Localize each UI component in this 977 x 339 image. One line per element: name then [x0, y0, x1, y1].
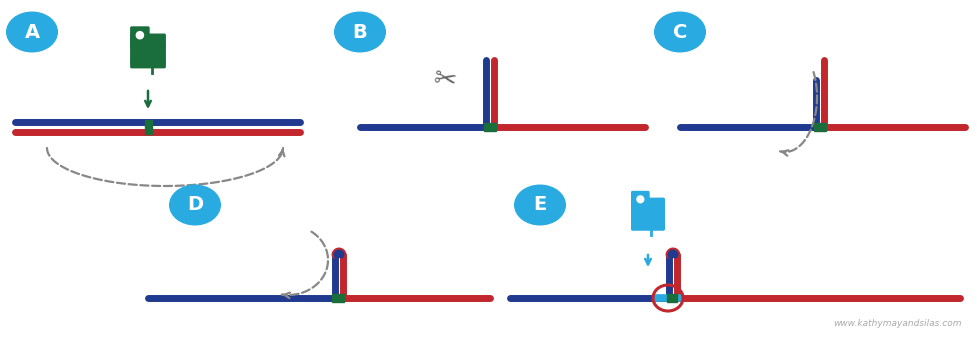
- Bar: [145, 120, 151, 134]
- Bar: [666, 294, 676, 302]
- Circle shape: [136, 32, 144, 39]
- Ellipse shape: [514, 185, 565, 225]
- Bar: [813, 123, 826, 131]
- Text: B: B: [353, 22, 367, 41]
- Bar: [331, 294, 344, 302]
- FancyBboxPatch shape: [131, 45, 165, 63]
- FancyBboxPatch shape: [131, 34, 165, 47]
- FancyBboxPatch shape: [631, 208, 663, 226]
- FancyBboxPatch shape: [131, 27, 149, 47]
- FancyBboxPatch shape: [631, 224, 663, 230]
- FancyBboxPatch shape: [131, 61, 165, 68]
- Bar: [484, 123, 495, 131]
- Text: C: C: [672, 22, 687, 41]
- Ellipse shape: [7, 12, 58, 52]
- Text: A: A: [24, 22, 39, 41]
- Ellipse shape: [654, 12, 704, 52]
- Text: E: E: [532, 196, 546, 215]
- FancyBboxPatch shape: [631, 198, 663, 211]
- Ellipse shape: [334, 12, 385, 52]
- Circle shape: [636, 196, 643, 203]
- Text: ✂: ✂: [431, 64, 458, 96]
- Ellipse shape: [170, 185, 220, 225]
- Text: www.kathymayandsilas.com: www.kathymayandsilas.com: [832, 319, 961, 328]
- Text: D: D: [187, 196, 203, 215]
- FancyBboxPatch shape: [631, 192, 649, 211]
